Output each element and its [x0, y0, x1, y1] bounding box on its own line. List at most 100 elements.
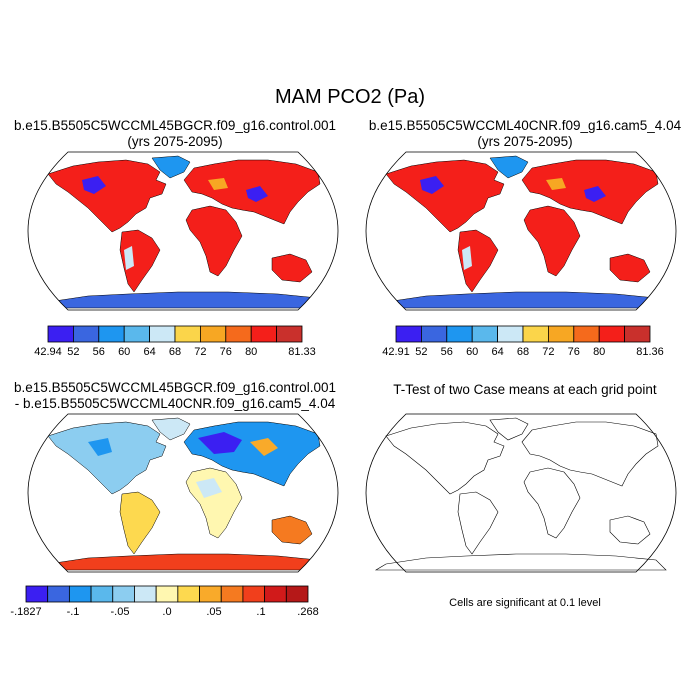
land-africa [523, 205, 581, 277]
land-greenland [151, 155, 191, 179]
land-australia [271, 515, 313, 545]
panel2-land [375, 155, 667, 309]
land-greenland [489, 417, 529, 441]
panel4-title-line1: T-Test of two Case means at each grid po… [393, 382, 657, 397]
colorbar-tick-label: 72 [194, 346, 206, 358]
colorbar-tick-label: 64 [143, 346, 155, 358]
land-antarctica [37, 553, 329, 571]
field-patch [584, 186, 606, 202]
land-northAmerica [385, 159, 505, 233]
colorbar-tick-label: 56 [93, 346, 105, 358]
panel3-title-line1: b.e15.B5505C5WCCML45BGCR.f09_g16.control… [14, 380, 336, 395]
panel2-map-frame [365, 151, 677, 311]
colorbar-box [225, 325, 252, 343]
colorbar-box [471, 325, 498, 343]
colorbar-box [47, 585, 70, 603]
panel2-colorbar: 42.91 52 56 60 64 68 72 76 80 81.36 [382, 325, 664, 358]
land-southAmerica [457, 491, 499, 555]
field-patch [208, 178, 228, 190]
colorbar-box [547, 325, 575, 343]
colorbar-box [199, 585, 222, 603]
panel2-title: b.e15.B5505C5WCCML40CNR.f09_g16.cam5_4.0… [350, 118, 700, 150]
panel2-title-line2: (yrs 2075-2095) [477, 134, 573, 149]
colorbar-box [134, 585, 157, 603]
panel3-title: b.e15.B5505C5WCCML45BGCR.f09_g16.control… [0, 380, 350, 412]
colorbar-box [624, 325, 651, 343]
colorbar-tick-label: 52 [67, 346, 79, 358]
field-patch [196, 478, 222, 498]
panel3-land [37, 417, 329, 571]
panel1-colorbar: 42.94 52 56 60 64 68 72 76 80 81.33 [34, 325, 316, 358]
field-patch [198, 432, 242, 454]
panel1-land [37, 155, 329, 309]
colorbar-box [285, 585, 309, 603]
colorbar-box [112, 585, 135, 603]
land-europeAsia [521, 421, 659, 487]
land-greenland [489, 155, 529, 179]
panel1-map-frame [27, 151, 339, 311]
colorbar-tick-label: .0 [162, 606, 171, 618]
panel2-map [365, 151, 677, 311]
colorbar-tick-label: 80 [245, 346, 257, 358]
panel4-title: T-Test of two Case means at each grid po… [350, 382, 700, 398]
colorbar-box [420, 325, 448, 343]
colorbar-tick-label: -.1 [67, 606, 80, 618]
land-southAmerica [119, 229, 161, 293]
panel1-title: b.e15.B5505C5WCCML45BGCR.f09_g16.control… [0, 118, 350, 150]
panel3-map [27, 413, 339, 573]
colorbar-tick-label: 76 [568, 346, 580, 358]
colorbar-tick-label: 72 [542, 346, 554, 358]
field-patch [420, 176, 444, 194]
colorbar-box [497, 325, 524, 343]
colorbar-tick-label: 80 [593, 346, 605, 358]
colorbar-tick-label: 42.94 [34, 346, 62, 358]
panel3-map-frame [27, 413, 339, 573]
colorbar-tick-label: 81.36 [636, 346, 664, 358]
colorbar-tick-label: .1 [256, 606, 265, 618]
colorbar-box [98, 325, 125, 343]
land-southAmerica [119, 491, 161, 555]
colorbar-box [177, 585, 200, 603]
colorbar-box [276, 325, 303, 343]
land-australia [609, 253, 651, 283]
colorbar-box [68, 585, 92, 603]
field-patch [250, 438, 278, 456]
colorbar-box [573, 325, 600, 343]
panel3-colorbar: -.1827 -.1 -.05 .0 .05 .1 .268 [10, 585, 319, 618]
colorbar-box [220, 585, 244, 603]
colorbar-box [242, 585, 266, 603]
colorbar-box [598, 325, 625, 343]
colorbar-box [149, 325, 176, 343]
colorbar-tick-label: .05 [206, 606, 221, 618]
field-patch [246, 186, 268, 202]
colorbar-tick-label: 60 [466, 346, 478, 358]
colorbar-box [25, 585, 49, 603]
land-northAmerica [385, 421, 505, 495]
field-patch [88, 438, 112, 456]
colorbar-tick-label: 56 [441, 346, 453, 358]
land-northAmerica [47, 421, 167, 495]
significance-note: Cells are significant at 0.1 level [449, 597, 601, 609]
field-patch [546, 178, 566, 190]
panel3-title-line2: - b.e15.B5505C5WCCML40CNR.f09_g16.cam5_4… [14, 396, 336, 411]
field-patch [82, 176, 106, 194]
colorbar-tick-label: 76 [220, 346, 232, 358]
land-southAmerica [457, 229, 499, 293]
colorbar-box [90, 585, 114, 603]
colorbar-box [446, 325, 473, 343]
colorbar-tick-label: 68 [169, 346, 181, 358]
colorbar-tick-label: 52 [415, 346, 427, 358]
colorbar-tick-label: 68 [517, 346, 529, 358]
land-antarctica [37, 291, 329, 309]
field-patch [124, 246, 134, 270]
panel4-map-frame [365, 413, 677, 573]
colorbar-tick-label: .268 [297, 606, 318, 618]
land-antarctica [374, 553, 667, 571]
panel4-coastlines [374, 417, 667, 571]
colorbar-tick-label: 60 [118, 346, 130, 358]
land-greenland [151, 417, 191, 441]
colorbar-box [264, 585, 287, 603]
land-antarctica [375, 291, 667, 309]
colorbar-box [47, 325, 74, 343]
panel2-title-line1: b.e15.B5505C5WCCML40CNR.f09_g16.cam5_4.0… [368, 118, 682, 133]
